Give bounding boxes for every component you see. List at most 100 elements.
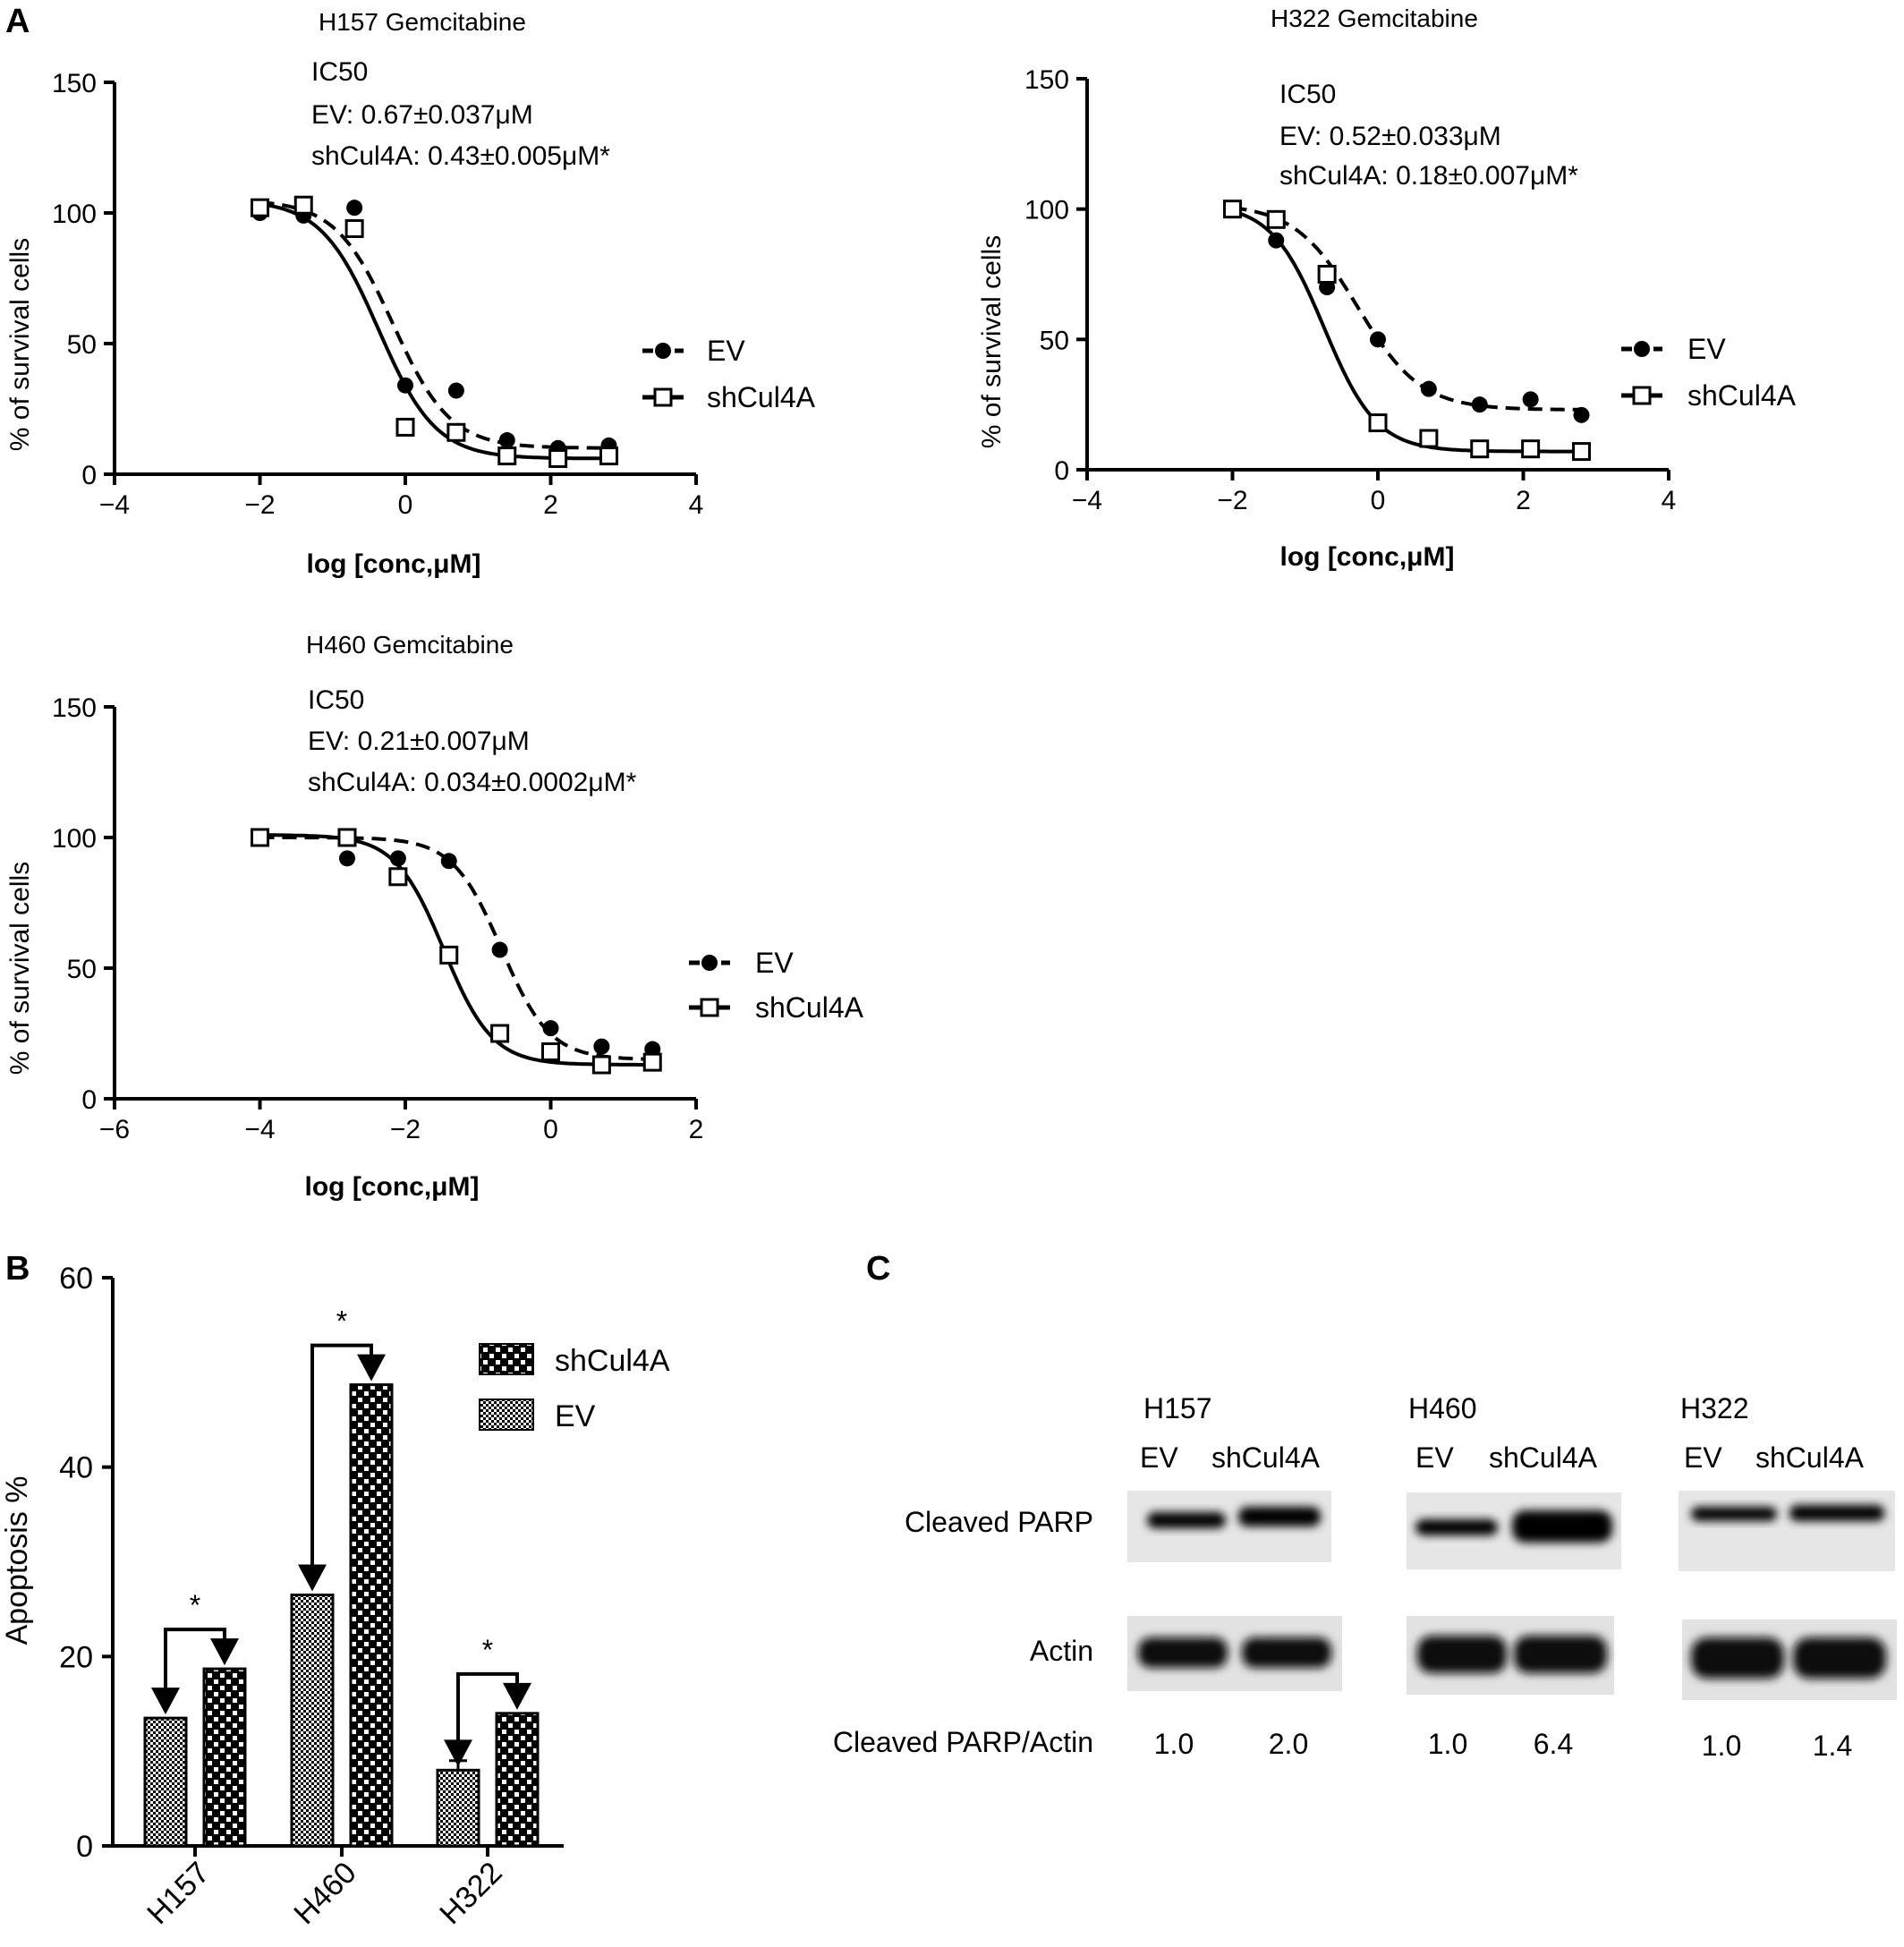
bar-h460-ev: [290, 1594, 335, 1848]
blot-parp-h322: [1679, 1491, 1895, 1571]
x-tick-label: −4: [99, 490, 130, 520]
y-tick-label: 50: [67, 955, 97, 984]
data-point-shcul4a: [1317, 265, 1337, 284]
row-label-actin: Actin: [1030, 1635, 1093, 1667]
y-tick-label: 50: [1040, 326, 1069, 355]
x-tick-label: −6: [99, 1115, 130, 1144]
ic50-heading: IC50: [1279, 80, 1336, 109]
cell-line-label-h322: H322: [1680, 1392, 1749, 1424]
blot-actin-h322: [1682, 1620, 1897, 1700]
ratio-h157-shcul4a: 2.0: [1269, 1728, 1308, 1760]
y-tick-label: 150: [1024, 65, 1069, 95]
data-point-ev: [346, 200, 363, 217]
x-tick-label: −2: [390, 1115, 421, 1144]
legend: EV shCul4A: [689, 947, 864, 1024]
fit-curve-ev: [259, 836, 653, 1061]
panel-letter-c: C: [866, 1250, 890, 1288]
x-tick-label: 2: [543, 490, 558, 520]
data-point-shcul4a: [1470, 439, 1490, 459]
data-point-ev: [1420, 380, 1437, 397]
legend-marker-ev: [701, 955, 718, 971]
legend-label-ev: EV: [707, 335, 745, 367]
significance-star: *: [190, 1589, 200, 1621]
data-point-ev: [447, 382, 464, 399]
x-tick-label: −4: [1072, 486, 1102, 515]
y-axis-label: % of survival cells: [5, 238, 35, 451]
data-point-ev: [1370, 331, 1386, 348]
data-point-shcul4a: [541, 1042, 560, 1061]
ratio-h460-shcul4a: 6.4: [1534, 1728, 1573, 1760]
significance-arrowhead: [210, 1638, 239, 1666]
fit-curve-shcul4a: [259, 833, 653, 1067]
y-tick-label: 0: [76, 1830, 93, 1864]
y-tick-label: 60: [59, 1262, 93, 1296]
data-point-ev: [397, 377, 413, 394]
significance-arrowhead: [151, 1688, 180, 1715]
fit-curve-ev: [1232, 206, 1582, 412]
chart-title: H322 Gemcitabine: [1271, 4, 1478, 32]
data-point-ev: [440, 853, 457, 870]
significance-star: *: [482, 1634, 493, 1666]
significance-star: *: [336, 1305, 347, 1338]
significance-arrowhead: [503, 1682, 531, 1710]
x-tick-label: 2: [1516, 486, 1531, 515]
y-tick-label: 100: [52, 200, 97, 229]
bar-h157-ev: [143, 1716, 188, 1848]
bar-h322-ev: [436, 1768, 480, 1848]
legend-label-shcul4a: shCul4A: [707, 381, 816, 413]
ic50-shcul4a: shCul4A: 0.034±0.0002μM*: [308, 768, 637, 797]
legend-marker-ev: [1634, 341, 1650, 357]
ic50-shcul4a: shCul4A: 0.18±0.007μM*: [1279, 161, 1578, 191]
data-point-shcul4a: [1419, 429, 1439, 448]
y-axis-label: Apoptosis %: [0, 1476, 34, 1645]
data-point-shcul4a: [395, 417, 415, 437]
data-point-ev: [491, 941, 508, 958]
data-point-shcul4a: [251, 828, 269, 847]
legend-marker-shcul4a: [1632, 386, 1652, 405]
legend-label-ev: EV: [1687, 333, 1726, 365]
y-tick-label: 20: [59, 1640, 93, 1674]
y-tick-label: 0: [81, 461, 97, 490]
row-label-ratio: Cleaved PARP/Actin: [833, 1726, 1093, 1758]
ic50-heading: IC50: [311, 57, 368, 87]
legend-label-shcul4a: shCul4A: [755, 991, 864, 1024]
x-tick-label: −2: [1217, 486, 1247, 515]
lane-label-shcul4a: shCul4A: [1489, 1441, 1598, 1474]
cell-line-label-h157: H157: [1143, 1392, 1212, 1424]
x-axis-label: log [conc,μM]: [307, 549, 481, 579]
y-tick-label: 40: [59, 1451, 93, 1485]
fit-curve-shcul4a: [1231, 209, 1582, 454]
data-point-shcul4a: [337, 828, 357, 847]
dose-response-chart-h322: H322 Gemcitabine IC50 EV: 0.52±0.033μM s…: [977, 4, 1797, 572]
legend-marker-shcul4a: [653, 387, 673, 407]
data-point-ev: [1268, 232, 1285, 249]
data-point-ev: [339, 850, 355, 867]
significance-bracket: [164, 1628, 226, 1692]
panel-letter-a: A: [5, 3, 30, 40]
significance-arrowhead: [444, 1739, 472, 1767]
fit-curve-shcul4a: [259, 202, 609, 461]
x-tick-label: 4: [1662, 486, 1677, 515]
y-axis-label: % of survival cells: [977, 235, 1007, 448]
data-point-shcul4a: [599, 446, 618, 466]
x-tick-label: 2: [689, 1115, 704, 1144]
significance-bracket: [310, 1343, 373, 1569]
cell-line-label-h460: H460: [1408, 1392, 1477, 1424]
data-point-shcul4a: [293, 195, 313, 215]
y-tick-label: 150: [52, 693, 97, 723]
legend: EV shCul4A: [642, 335, 816, 413]
data-point-ev: [1573, 406, 1590, 423]
blot-actin-h460: [1407, 1616, 1614, 1695]
y-tick-label: 100: [52, 824, 97, 854]
row-label-cleaved-parp: Cleaved PARP: [905, 1506, 1093, 1538]
legend-marker-shcul4a: [700, 998, 719, 1017]
legend-label-shcul4a: shCul4A: [1687, 379, 1797, 412]
bar-h157-shcul4a: [202, 1667, 247, 1848]
ratio-h322-ev: 1.0: [1702, 1730, 1741, 1762]
y-axis-label: % of survival cells: [5, 862, 35, 1075]
y-tick-label: 0: [81, 1085, 97, 1115]
western-blot-panel: H157 H460 H322 EV shCul4A EV shCul4A EV …: [833, 1392, 1897, 1762]
data-point-shcul4a: [344, 219, 364, 239]
x-tick-label: 4: [689, 490, 704, 520]
